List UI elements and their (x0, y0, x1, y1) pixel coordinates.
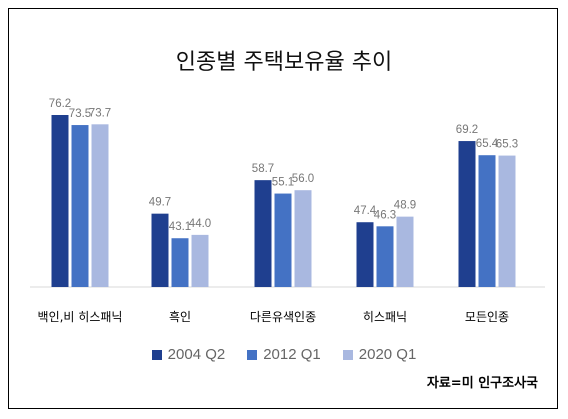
legend-item-2004-q2: 2004 Q2 (151, 346, 226, 363)
bar-4-0 (458, 141, 476, 287)
bar-0-0 (51, 115, 69, 287)
value-label-3-2: 48.9 (394, 200, 416, 212)
legend-swatch (247, 349, 258, 360)
legend-label: 2012 Q1 (263, 346, 321, 363)
bar-4-2 (498, 155, 516, 287)
legend-label: 2004 Q2 (167, 346, 226, 363)
value-label-4-0: 69.2 (456, 124, 478, 136)
value-label-0-2: 73.7 (89, 107, 111, 119)
value-label-3-1: 46.3 (374, 209, 396, 221)
value-label-2-2: 56.0 (292, 173, 314, 185)
value-label-2-1: 55.1 (272, 177, 294, 189)
category-label-4: 모든인종 (465, 310, 509, 324)
legend: 2004 Q2 2012 Q1 2020 Q1 (0, 346, 568, 363)
legend-swatch (151, 349, 162, 360)
value-label-3-0: 47.4 (354, 205, 377, 217)
bar-0-1 (71, 125, 89, 288)
bar-1-0 (151, 213, 169, 287)
bar-0-2 (91, 124, 109, 287)
bar-3-2 (396, 216, 414, 287)
value-label-0-1: 73.5 (69, 108, 91, 120)
chart-title: 인종별 주택보유율 추이 (175, 50, 393, 75)
bar-3-1 (376, 226, 394, 287)
value-label-4-2: 65.3 (496, 139, 518, 151)
value-label-1-0: 49.7 (149, 197, 171, 209)
legend-swatch (342, 349, 353, 360)
bar-1-2 (191, 234, 209, 287)
legend-item-2012-q1: 2012 Q1 (247, 346, 321, 363)
bar-3-0 (356, 222, 374, 287)
legend-label: 2020 Q1 (358, 346, 417, 363)
bar-2-1 (274, 193, 292, 287)
value-label-1-1: 43.1 (169, 221, 191, 233)
source-note: 자료=미 인구조사국 (426, 376, 538, 391)
bar-4-1 (478, 155, 496, 287)
bar-1-1 (171, 238, 189, 287)
value-label-0-0: 76.2 (49, 98, 71, 110)
category-label-0: 백인,비 히스패닉 (38, 310, 123, 324)
bar-2-0 (254, 180, 272, 287)
category-label-2: 다른유색인종 (250, 310, 316, 324)
value-label-4-1: 65.4 (476, 138, 499, 150)
bar-2-2 (294, 190, 312, 287)
value-label-2-0: 58.7 (252, 163, 274, 175)
category-label-3: 히스패닉 (363, 310, 407, 324)
value-label-1-2: 44.0 (189, 218, 211, 230)
legend-item-2020-q1: 2020 Q1 (342, 346, 417, 363)
category-label-1: 흑인 (169, 310, 191, 324)
